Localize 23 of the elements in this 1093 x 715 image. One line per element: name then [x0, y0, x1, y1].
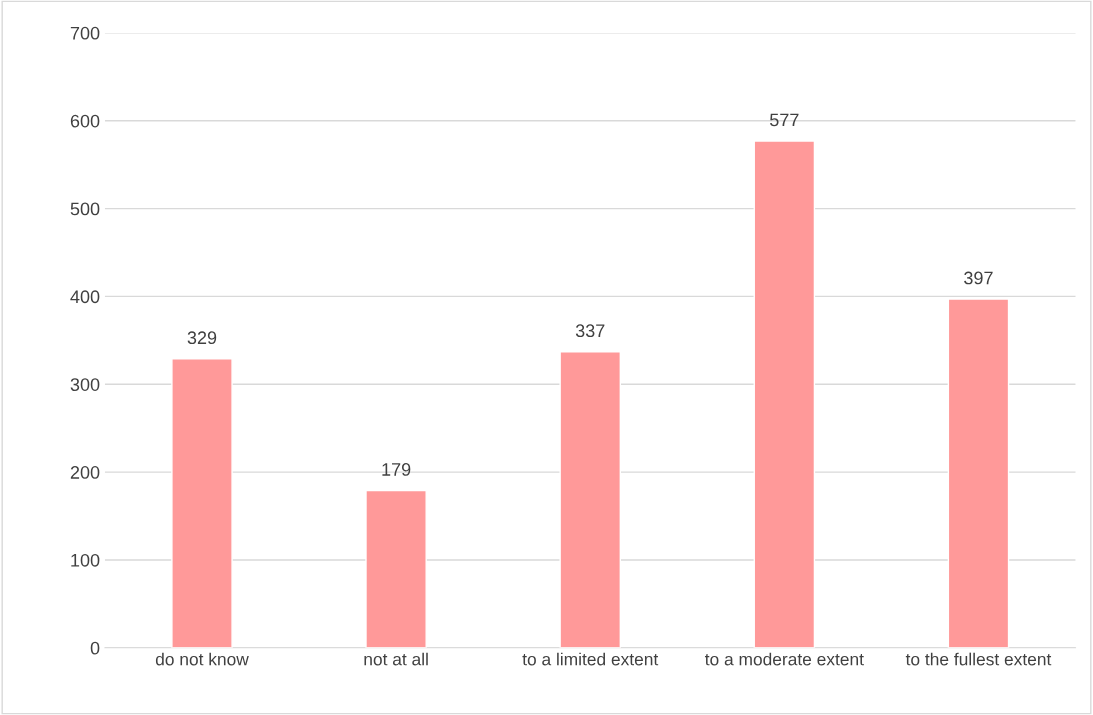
bar [753, 140, 816, 648]
y-tick-label: 500 [70, 202, 100, 216]
y-tick-label: 0 [90, 641, 100, 655]
x-tick-label: do not know [155, 652, 249, 666]
data-label: 329 [187, 331, 217, 345]
y-tick-label: 100 [71, 553, 100, 567]
bar [947, 298, 1010, 648]
data-label: 577 [770, 113, 799, 127]
y-tick-label: 600 [70, 114, 100, 128]
data-label: 179 [382, 463, 411, 476]
x-tick-label: not at all [364, 652, 428, 666]
bar [171, 358, 233, 648]
y-tick-label: 200 [70, 466, 100, 479]
data-label: 337 [575, 324, 605, 338]
y-tick-label: 700 [70, 26, 100, 40]
bar [365, 489, 427, 648]
x-tick-label: to a limited extent [522, 652, 659, 666]
data-label: 397 [964, 271, 993, 285]
x-tick-label: to a moderate extent [704, 652, 864, 666]
y-tick-label: 300 [70, 378, 100, 391]
bar [559, 351, 622, 648]
x-tick-label: to the fullest extent [905, 652, 1052, 666]
y-tick-label: 400 [70, 290, 100, 304]
